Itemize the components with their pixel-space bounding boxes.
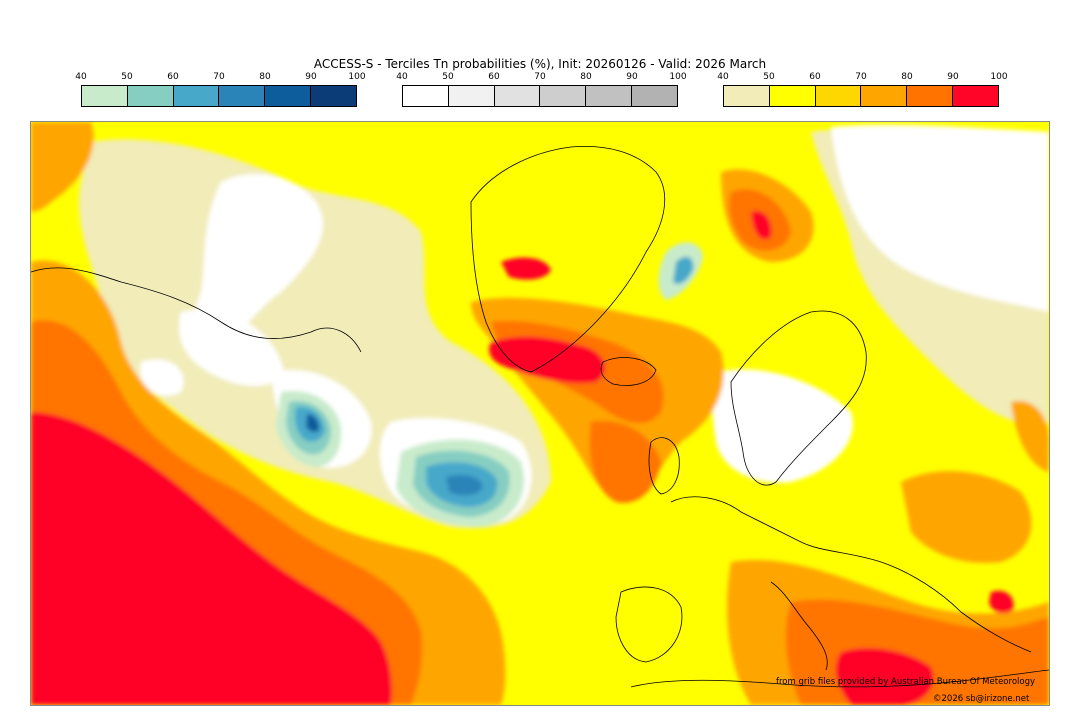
legend-tick: 70 xyxy=(534,72,546,82)
legend-tick: 80 xyxy=(259,72,271,82)
probability-shading xyxy=(31,122,1049,705)
legend-swatch xyxy=(448,86,495,106)
legend-tick: 70 xyxy=(213,72,225,82)
legend-tick: 70 xyxy=(855,72,867,82)
zone-below-60-70 xyxy=(673,256,694,284)
legend-swatch xyxy=(127,86,174,106)
zone-above-90-100 xyxy=(835,647,934,705)
legend-tick: 40 xyxy=(717,72,729,82)
legend-swatch xyxy=(311,86,356,106)
legend-tick: 90 xyxy=(626,72,638,82)
zone-above-90-100 xyxy=(501,257,551,280)
legend-tick: 60 xyxy=(167,72,179,82)
legend-tick: 60 xyxy=(809,72,821,82)
legend-swatch xyxy=(540,86,587,106)
coastlines xyxy=(31,146,1049,688)
legend-above-normal: 40 50 60 70 80 90 100 xyxy=(717,72,1008,107)
coastline-canada xyxy=(31,267,362,353)
legend-tick: 90 xyxy=(947,72,959,82)
zone-above-90-100 xyxy=(751,211,772,240)
legend-ticks: 40 50 60 70 80 90 100 xyxy=(75,72,365,85)
zone-above-80-90 xyxy=(589,421,661,503)
legend-swatch xyxy=(265,86,312,106)
zone-above-70-80 xyxy=(1011,401,1049,472)
zone-above-70-80 xyxy=(901,471,1032,563)
legend-tick: 50 xyxy=(763,72,775,82)
zone-normal-40-50 xyxy=(831,124,1049,313)
legend-ticks: 40 50 60 70 80 90 100 xyxy=(717,72,1007,85)
legend-tick: 80 xyxy=(580,72,592,82)
legend-swatch xyxy=(219,86,266,106)
legend-tick: 90 xyxy=(305,72,317,82)
legend-tick: 40 xyxy=(396,72,408,82)
legend-colorbar xyxy=(723,85,999,107)
legend-tick: 50 xyxy=(442,72,454,82)
zone-above-90-100 xyxy=(489,336,605,384)
legend-swatch xyxy=(403,86,449,106)
coastline-iberia xyxy=(615,586,683,663)
legend-swatch xyxy=(724,86,770,106)
legend-tick: 50 xyxy=(121,72,133,82)
legend-swatch xyxy=(173,86,220,106)
probability-map xyxy=(30,121,1050,706)
coastline-greenland xyxy=(470,146,666,373)
legend-swatch xyxy=(861,86,908,106)
zone-above-70-80 xyxy=(31,122,94,212)
coastline-iceland xyxy=(600,357,657,386)
legend-tick: 100 xyxy=(990,72,1008,82)
coastline-italy xyxy=(770,581,828,671)
legend-tick: 60 xyxy=(488,72,500,82)
map-title: ACCESS-S - Terciles Tn probabilities (%)… xyxy=(313,57,767,71)
map-canvas xyxy=(31,122,1049,705)
legend-swatch xyxy=(632,86,677,106)
legend-tick: 100 xyxy=(348,72,366,82)
coastline-british-isles xyxy=(648,437,680,495)
legend-colorbar xyxy=(402,85,678,107)
credit-copyright: ©2026 sb@irizone.net xyxy=(933,694,1030,704)
coastline-scandinavia xyxy=(730,310,867,486)
zone-normal-40-50 xyxy=(179,310,283,386)
legend-swatch xyxy=(494,86,541,106)
legend-swatch xyxy=(907,86,954,106)
legend-colorbar xyxy=(81,85,357,107)
legend-ticks: 40 50 60 70 80 90 100 xyxy=(396,72,686,85)
zone-above-90-100 xyxy=(31,412,392,705)
legend-tick: 100 xyxy=(669,72,687,82)
credit-source: from grib files provided by Australian B… xyxy=(776,677,1036,687)
legend-swatch xyxy=(815,86,862,106)
legend-below-normal: 40 50 60 70 80 90 100 xyxy=(75,72,366,107)
legend-swatch xyxy=(769,86,816,106)
legend-tick: 40 xyxy=(75,72,87,82)
zone-below-70-80 xyxy=(446,475,483,496)
legend-swatch xyxy=(953,86,998,106)
legend-swatch xyxy=(586,86,633,106)
zone-above-90-100 xyxy=(989,590,1014,614)
coastline-europe xyxy=(670,496,1032,653)
legend-near-normal: 40 50 60 70 80 90 100 xyxy=(396,72,687,107)
zone-normal-40-50 xyxy=(140,359,184,396)
legend-tick: 80 xyxy=(901,72,913,82)
legend-swatch xyxy=(82,86,128,106)
coastline-north-africa xyxy=(630,669,1049,688)
zone-below-70-80 xyxy=(306,414,320,433)
zone-normal-40-50 xyxy=(712,369,853,483)
